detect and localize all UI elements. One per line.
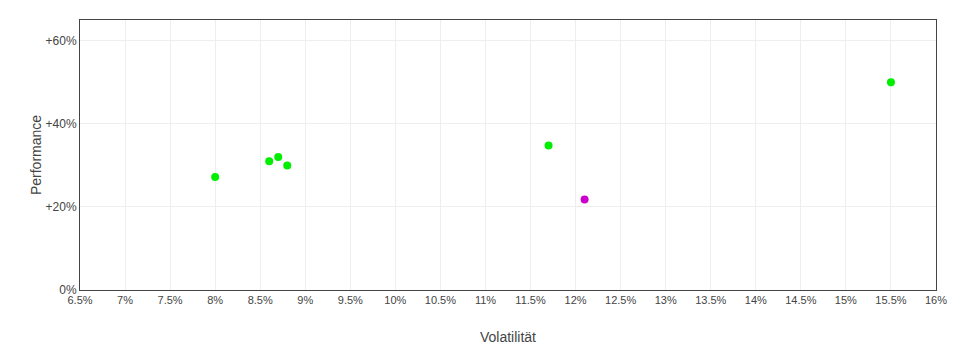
svg-text:7%: 7% xyxy=(117,294,133,306)
svg-text:9%: 9% xyxy=(297,294,313,306)
svg-text:12.5%: 12.5% xyxy=(605,294,636,306)
svg-text:13.5%: 13.5% xyxy=(695,294,726,306)
svg-text:7.5%: 7.5% xyxy=(158,294,183,306)
svg-text:12%: 12% xyxy=(565,294,587,306)
svg-text:+20%: +20% xyxy=(46,200,77,214)
svg-text:0%: 0% xyxy=(59,283,77,297)
svg-text:10%: 10% xyxy=(384,294,406,306)
svg-text:10.5%: 10.5% xyxy=(425,294,456,306)
svg-text:8.5%: 8.5% xyxy=(248,294,273,306)
svg-text:16%: 16% xyxy=(925,294,947,306)
svg-text:+60%: +60% xyxy=(46,34,77,48)
svg-text:15%: 15% xyxy=(835,294,857,306)
svg-text:6.5%: 6.5% xyxy=(67,294,92,306)
svg-text:11.5%: 11.5% xyxy=(515,294,546,306)
svg-text:14%: 14% xyxy=(745,294,767,306)
svg-text:9.5%: 9.5% xyxy=(338,294,363,306)
svg-text:11%: 11% xyxy=(475,294,496,306)
svg-text:+40%: +40% xyxy=(46,117,77,131)
svg-text:14.5%: 14.5% xyxy=(785,294,816,306)
svg-text:Performance: Performance xyxy=(28,115,44,195)
svg-text:13%: 13% xyxy=(655,294,677,306)
svg-text:Volatilität: Volatilität xyxy=(480,329,536,345)
svg-text:8%: 8% xyxy=(207,294,223,306)
svg-text:15.5%: 15.5% xyxy=(875,294,906,306)
